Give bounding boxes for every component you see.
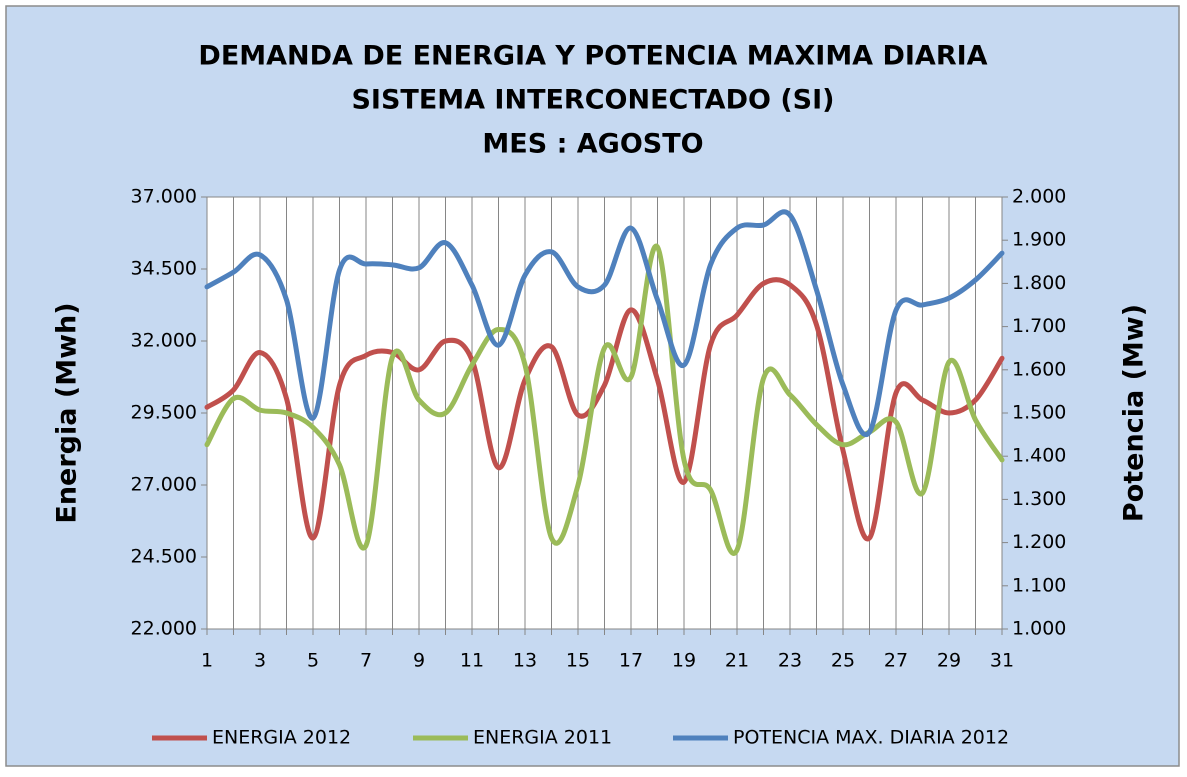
y2-tick-label: 1.200 bbox=[1012, 531, 1066, 553]
y-tick-label: 27.000 bbox=[131, 474, 197, 496]
y2-tick-label: 1.500 bbox=[1012, 402, 1066, 424]
x-tick-label: 1 bbox=[201, 650, 213, 672]
series-line bbox=[204, 209, 1005, 437]
y2-tick-label: 2.000 bbox=[1012, 186, 1066, 208]
y-tick-label: 24.500 bbox=[131, 546, 197, 568]
x-tick-label: 17 bbox=[619, 650, 643, 672]
y2-tick-label: 1.900 bbox=[1012, 229, 1066, 251]
series-line bbox=[204, 277, 1005, 542]
y-axis-title: Energia (Mwh) bbox=[52, 302, 83, 523]
x-tick-label: 11 bbox=[460, 650, 484, 672]
y2-tick-label: 1.100 bbox=[1012, 574, 1066, 596]
y-tick-label: 22.000 bbox=[131, 618, 197, 640]
legend-label: POTENCIA MAX. DIARIA 2012 bbox=[733, 727, 1009, 749]
y2-tick-label: 1.400 bbox=[1012, 445, 1066, 467]
chart-title: DEMANDA DE ENERGIA Y POTENCIA MAXIMA DIA… bbox=[198, 41, 987, 72]
x-tick-label: 13 bbox=[513, 650, 537, 672]
y-tick-label: 29.500 bbox=[131, 402, 197, 424]
x-tick-label: 19 bbox=[672, 650, 696, 672]
x-tick-label: 9 bbox=[413, 650, 425, 672]
x-tick-label: 31 bbox=[990, 650, 1014, 672]
y-tick-label: 34.500 bbox=[131, 258, 197, 280]
y2-tick-label: 1.000 bbox=[1012, 618, 1066, 640]
y2-tick-label: 1.700 bbox=[1012, 315, 1066, 337]
y2-tick-label: 1.600 bbox=[1012, 358, 1066, 380]
chart-title: MES : AGOSTO bbox=[482, 129, 703, 160]
y2-tick-label: 1.300 bbox=[1012, 488, 1066, 510]
legend-label: ENERGIA 2012 bbox=[212, 727, 351, 749]
y-tick-label: 32.000 bbox=[131, 330, 197, 352]
y2-tick-label: 1.800 bbox=[1012, 272, 1066, 294]
x-tick-label: 25 bbox=[831, 650, 855, 672]
x-tick-label: 15 bbox=[566, 650, 590, 672]
legend-label: ENERGIA 2011 bbox=[473, 727, 612, 749]
x-tick-label: 29 bbox=[937, 650, 961, 672]
x-tick-label: 5 bbox=[307, 650, 319, 672]
x-tick-label: 3 bbox=[254, 650, 266, 672]
x-tick-label: 23 bbox=[778, 650, 802, 672]
chart-title: SISTEMA INTERCONECTADO (SI) bbox=[351, 85, 834, 116]
y2-axis-title: Potencia (Mw) bbox=[1119, 304, 1150, 522]
x-tick-label: 21 bbox=[725, 650, 749, 672]
y-tick-label: 37.000 bbox=[131, 186, 197, 208]
x-tick-label: 7 bbox=[360, 650, 372, 672]
x-tick-label: 27 bbox=[884, 650, 908, 672]
